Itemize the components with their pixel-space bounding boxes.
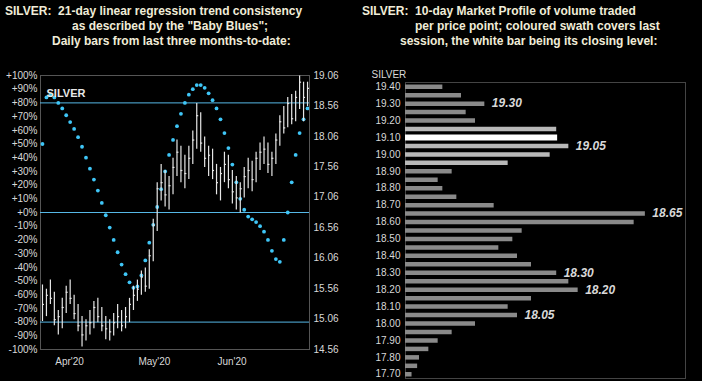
html-text:SILVER: 21-day linear regressi: SILVER: 21-day linear regression trend c… — [5, 4, 303, 18]
svg-text:SILVER: SILVER — [372, 69, 407, 80]
svg-text:19.40: 19.40 — [375, 81, 400, 92]
svg-text:18.30: 18.30 — [375, 267, 400, 278]
svg-text:+90%: +90% — [12, 83, 38, 94]
svg-text:+40%: +40% — [12, 152, 38, 163]
html-text:session, the white bar being i: session, the white bar being its closing… — [400, 34, 658, 48]
svg-text:19.30: 19.30 — [375, 98, 400, 109]
html-text:per price point; coloured swat: per price point; coloured swath covers l… — [415, 19, 660, 33]
svg-text:17.90: 17.90 — [375, 335, 400, 346]
svg-text:16.56: 16.56 — [314, 222, 339, 233]
svg-text:Jun'20: Jun'20 — [217, 356, 247, 367]
svg-text:+30%: +30% — [12, 166, 38, 177]
svg-text:19.05: 19.05 — [576, 139, 606, 153]
svg-text:19.00: 19.00 — [375, 149, 400, 160]
svg-text:18.40: 18.40 — [375, 250, 400, 261]
svg-text:17.80: 17.80 — [375, 352, 400, 363]
svg-text:+80%: +80% — [12, 97, 38, 108]
svg-text:+20%: +20% — [12, 179, 38, 190]
svg-text:-100%: -100% — [9, 344, 38, 355]
svg-text:-10%: -10% — [14, 220, 37, 231]
svg-text:+10%: +10% — [12, 193, 38, 204]
svg-text:+50%: +50% — [12, 138, 38, 149]
svg-text:18.50: 18.50 — [375, 233, 400, 244]
svg-text:+0%: +0% — [17, 207, 37, 218]
svg-text:-60%: -60% — [14, 289, 37, 300]
svg-text:+100%: +100% — [6, 70, 38, 81]
svg-text:14.56: 14.56 — [314, 344, 339, 355]
svg-text:-40%: -40% — [14, 262, 37, 273]
svg-text:18.90: 18.90 — [375, 166, 400, 177]
svg-text:18.06: 18.06 — [314, 131, 339, 142]
svg-text:17.56: 17.56 — [314, 161, 339, 172]
svg-text:18.10: 18.10 — [375, 301, 400, 312]
svg-text:-90%: -90% — [14, 330, 37, 341]
html-text:Daily bars from last three mon: Daily bars from last three months-to-dat… — [52, 34, 291, 48]
svg-text:18.20: 18.20 — [375, 284, 400, 295]
svg-text:-30%: -30% — [14, 248, 37, 259]
svg-text:19.06: 19.06 — [314, 70, 339, 81]
svg-text:-70%: -70% — [14, 303, 37, 314]
svg-text:18.05: 18.05 — [525, 308, 555, 322]
svg-text:-50%: -50% — [14, 275, 37, 286]
svg-text:15.56: 15.56 — [314, 283, 339, 294]
html-text:SILVER: 10-day Market Profile: SILVER: 10-day Market Profile of volume … — [362, 4, 636, 18]
svg-text:-20%: -20% — [14, 234, 37, 245]
svg-text:+70%: +70% — [12, 111, 38, 122]
svg-text:19.10: 19.10 — [375, 132, 400, 143]
svg-text:18.56: 18.56 — [314, 100, 339, 111]
svg-text:18.30: 18.30 — [564, 266, 594, 280]
html-text:as described by the "Baby Blue: as described by the "Baby Blues"; — [72, 19, 269, 33]
svg-text:18.70: 18.70 — [375, 199, 400, 210]
svg-text:-80%: -80% — [14, 316, 37, 327]
svg-text:SILVER: SILVER — [47, 87, 86, 99]
svg-text:17.70: 17.70 — [375, 368, 400, 379]
svg-text:+60%: +60% — [12, 125, 38, 136]
svg-text:18.20: 18.20 — [585, 283, 615, 297]
svg-text:16.06: 16.06 — [314, 252, 339, 263]
svg-text:18.65: 18.65 — [652, 206, 682, 220]
svg-text:19.30: 19.30 — [492, 96, 522, 110]
svg-text:18.00: 18.00 — [375, 318, 400, 329]
svg-text:17.06: 17.06 — [314, 191, 339, 202]
svg-text:18.60: 18.60 — [375, 216, 400, 227]
svg-text:May'20: May'20 — [138, 356, 170, 367]
svg-text:Apr'20: Apr'20 — [55, 356, 84, 367]
svg-text:15.06: 15.06 — [314, 313, 339, 324]
svg-text:18.80: 18.80 — [375, 182, 400, 193]
svg-text:19.20: 19.20 — [375, 115, 400, 126]
